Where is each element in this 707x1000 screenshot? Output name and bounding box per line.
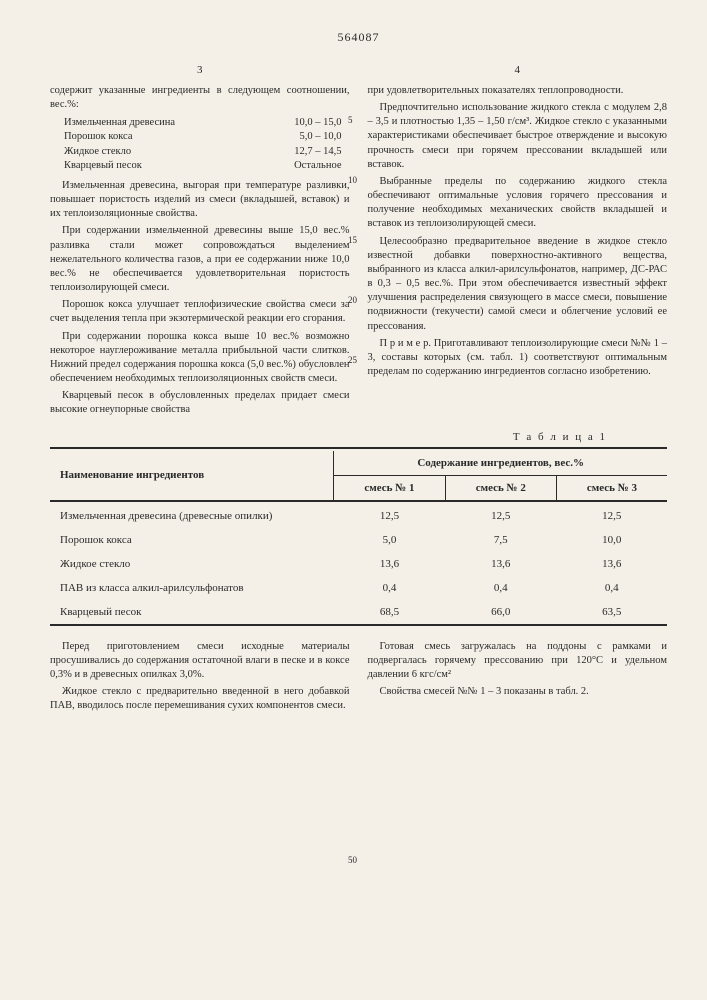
two-column-body: 3 содержит указанные ингредиенты в следу… <box>50 63 667 421</box>
body-paragraph: Готовая смесь загружалась на поддоны с р… <box>368 640 668 683</box>
body-paragraph: Целесообразно предварительное введение в… <box>368 235 668 334</box>
table-col-1: смесь № 1 <box>334 475 445 501</box>
table-row: Порошок кокса 5,0 7,5 10,0 <box>50 528 667 552</box>
body-paragraph: при удовлетворительных показателях тепло… <box>368 84 668 98</box>
body-paragraph: П р и м е р. Приготавливают теплоизолиру… <box>368 337 668 380</box>
line-number-marker: 15 <box>348 235 357 245</box>
table-col-2: смесь № 2 <box>445 475 556 501</box>
table-row: Кварцевый песок 68,5 66,0 63,5 <box>50 600 667 625</box>
right-column: 4 при удовлетворительных показателях теп… <box>368 63 668 421</box>
ingredient-list: Измельченная древесина10,0 – 15,0 Порошо… <box>50 116 350 173</box>
ingredient-row: Порошок кокса5,0 – 10,0 <box>50 130 350 144</box>
document-number: 564087 <box>50 30 667 45</box>
ingredient-row: Жидкое стекло12,7 – 14,5 <box>50 145 350 159</box>
col-page-num-right: 4 <box>368 63 668 78</box>
body-paragraph: При содержании измельченной древесины вы… <box>50 224 350 295</box>
body-paragraph: Порошок кокса улучшает теплофизические с… <box>50 298 350 326</box>
body-paragraph: Измельченная древесина, выгорая при темп… <box>50 179 350 222</box>
body-paragraph: Перед приготовлением смеси исходные мате… <box>50 640 350 683</box>
table-col-3: смесь № 3 <box>556 475 667 501</box>
bottom-left-column: Перед приготовлением смеси исходные мате… <box>50 640 350 717</box>
line-number-marker: 20 <box>348 295 357 305</box>
col-page-num-left: 3 <box>50 63 350 78</box>
table-header-content: Содержание ингредиентов, вес.% <box>334 451 667 476</box>
intro-text: содержит указанные ингредиенты в следующ… <box>50 84 350 112</box>
line-number-marker: 50 <box>348 855 357 865</box>
left-column: 3 содержит указанные ингредиенты в следу… <box>50 63 350 421</box>
table-row: ПАВ из класса алкил-арилсульфонатов 0,4 … <box>50 576 667 600</box>
body-paragraph: При содержании порошка кокса выше 10 вес… <box>50 330 350 387</box>
body-paragraph: Предпочтительно использование жидкого ст… <box>368 101 668 172</box>
bottom-right-column: Готовая смесь загружалась на поддоны с р… <box>368 640 668 717</box>
bottom-two-column: Перед приготовлением смеси исходные мате… <box>50 640 667 717</box>
body-paragraph: Свойства смесей №№ 1 – 3 показаны в табл… <box>368 685 668 699</box>
body-paragraph: Кварцевый песок в обусловленных пределах… <box>50 389 350 417</box>
body-paragraph: Выбранные пределы по содержанию жидкого … <box>368 175 668 232</box>
composition-table: Наименование ингредиентов Содержание инг… <box>50 447 667 628</box>
ingredient-row: Кварцевый песокОстальное <box>50 159 350 173</box>
line-number-marker: 25 <box>348 355 357 365</box>
table-title: Т а б л и ц а 1 <box>50 431 667 443</box>
line-number-marker: 10 <box>348 175 357 185</box>
body-paragraph: Жидкое стекло с предварительно введенной… <box>50 685 350 713</box>
table-header-name: Наименование ингредиентов <box>50 451 334 501</box>
table-row: Жидкое стекло 13,6 13,6 13,6 <box>50 552 667 576</box>
ingredient-row: Измельченная древесина10,0 – 15,0 <box>50 116 350 130</box>
table-row: Измельченная древесина (древесные опилки… <box>50 504 667 528</box>
line-number-marker: 5 <box>348 115 353 125</box>
